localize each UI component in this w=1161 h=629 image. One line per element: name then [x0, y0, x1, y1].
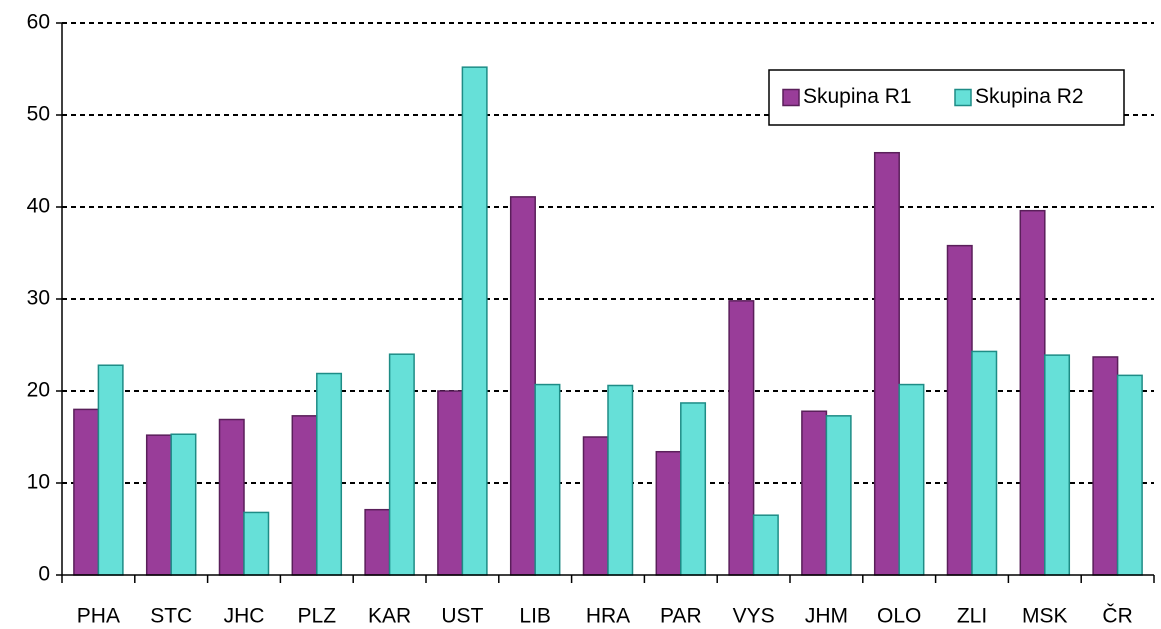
bar	[437, 390, 464, 576]
bar	[655, 450, 682, 576]
bar	[728, 300, 755, 576]
y-tick-label: 10	[27, 471, 50, 494]
bar	[364, 508, 391, 576]
bar	[461, 66, 488, 576]
bar	[971, 350, 998, 576]
bar	[1116, 374, 1143, 576]
bar	[388, 353, 415, 576]
bar	[582, 436, 609, 576]
x-tick-label: STC	[150, 605, 192, 628]
bar	[752, 514, 779, 576]
x-tick-label: MSK	[1022, 605, 1068, 628]
y-tick-label: 30	[27, 287, 50, 310]
x-tick-label: OLO	[877, 605, 921, 628]
x-tick-label: KAR	[368, 605, 411, 628]
legend-swatch	[782, 88, 800, 107]
bar	[1019, 209, 1046, 576]
bar	[825, 415, 852, 576]
y-tick-label: 0	[38, 563, 50, 586]
bar	[97, 364, 124, 576]
x-tick-label: PLZ	[298, 605, 337, 628]
legend-swatch	[954, 88, 972, 107]
x-tick-label: VYS	[733, 605, 775, 628]
bar	[898, 383, 925, 576]
legend-label: Skupina R1	[803, 85, 912, 108]
y-tick-label: 60	[27, 11, 50, 34]
x-tick-label: JHC	[224, 605, 265, 628]
bar	[1044, 354, 1071, 576]
bar	[291, 415, 318, 576]
bar	[946, 244, 973, 576]
bar	[73, 408, 100, 576]
y-tick-label: 40	[27, 195, 50, 218]
bar	[607, 384, 634, 576]
bar	[873, 151, 900, 576]
x-tick-label: PAR	[660, 605, 702, 628]
x-tick-label: UST	[441, 605, 483, 628]
bar	[534, 383, 561, 576]
bar	[801, 410, 828, 576]
bar	[316, 372, 343, 576]
y-tick-label: 50	[27, 103, 50, 126]
legend-box	[768, 69, 1125, 126]
bar	[509, 196, 536, 576]
bar	[170, 433, 197, 576]
bar	[145, 434, 172, 576]
y-tick-label: 20	[27, 379, 50, 402]
legend-label: Skupina R2	[975, 85, 1084, 108]
x-tick-label: HRA	[586, 605, 630, 628]
bar	[218, 418, 245, 576]
bar	[1092, 356, 1119, 576]
x-tick-label: JHM	[805, 605, 848, 628]
x-tick-label: LIB	[519, 605, 551, 628]
x-tick-label: ČR	[1102, 605, 1132, 628]
x-tick-label: PHA	[77, 605, 120, 628]
x-tick-label: ZLI	[957, 605, 987, 628]
bar	[680, 402, 707, 576]
bar	[243, 511, 270, 576]
